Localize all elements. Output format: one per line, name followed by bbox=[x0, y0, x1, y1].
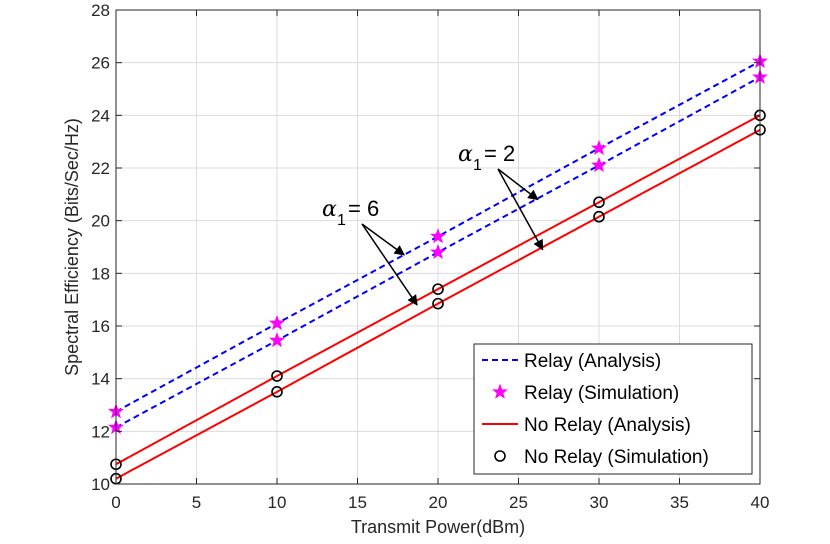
x-tick-label: 25 bbox=[509, 493, 528, 512]
data-point bbox=[593, 196, 605, 209]
series-line bbox=[115, 76, 761, 429]
data-point bbox=[269, 332, 285, 348]
y-axis-title: Spectral Efficiency (Bits/Sec/Hz) bbox=[62, 118, 82, 376]
legend-label: Relay (Analysis) bbox=[524, 351, 661, 372]
annotation-symbol: α bbox=[458, 142, 473, 167]
legend-swatch bbox=[492, 383, 508, 399]
y-tick-label: 18 bbox=[91, 264, 110, 283]
data-point bbox=[271, 386, 283, 398]
annotation-value: = 2 bbox=[484, 141, 515, 166]
x-tick-label: 5 bbox=[192, 493, 201, 512]
data-point bbox=[432, 297, 444, 310]
y-tick-label: 20 bbox=[91, 212, 110, 231]
annotation-arrow bbox=[361, 223, 406, 256]
annotation-symbol: α bbox=[322, 197, 337, 222]
x-tick-label: 30 bbox=[590, 493, 609, 512]
y-tick-label: 10 bbox=[91, 475, 110, 494]
x-tick-label: 15 bbox=[348, 493, 367, 512]
legend-box bbox=[473, 343, 753, 475]
data-point bbox=[591, 139, 607, 156]
x-axis-title: Transmit Power(dBm) bbox=[351, 517, 525, 537]
annotation-arrow bbox=[361, 223, 418, 306]
series-line bbox=[115, 128, 761, 480]
y-tick-label: 22 bbox=[91, 159, 110, 178]
y-tick-label: 24 bbox=[91, 106, 110, 125]
data-point bbox=[593, 210, 605, 223]
data-point bbox=[271, 370, 283, 382]
y-tick-label: 14 bbox=[91, 370, 110, 389]
x-tick-label: 0 bbox=[111, 493, 120, 512]
series-layer bbox=[115, 60, 761, 480]
y-tick-label: 28 bbox=[91, 1, 110, 20]
x-tick-label: 35 bbox=[670, 493, 689, 512]
legend-label: No Relay (Simulation) bbox=[524, 447, 709, 468]
annotation-arrow bbox=[497, 168, 544, 251]
legend: Relay (Analysis) Relay (Simulation) No Rel… bbox=[473, 343, 753, 475]
legend-label: Relay (Simulation) bbox=[524, 383, 679, 404]
x-tick-label: 20 bbox=[429, 493, 448, 512]
data-point bbox=[591, 156, 607, 173]
annotation-value: = 6 bbox=[348, 196, 379, 221]
series-line bbox=[115, 60, 761, 413]
x-tick-label: 40 bbox=[751, 493, 770, 512]
y-tick-label: 26 bbox=[91, 54, 110, 73]
y-tick-label: 16 bbox=[91, 317, 110, 336]
legend-swatch bbox=[494, 450, 506, 462]
x-tick-label: 10 bbox=[268, 493, 287, 512]
y-tick-label: 12 bbox=[91, 422, 110, 441]
data-point bbox=[430, 243, 446, 260]
series-line bbox=[115, 114, 761, 466]
annotation-subscript: 1 bbox=[337, 212, 346, 229]
data-point bbox=[269, 314, 285, 331]
legend-label: No Relay (Analysis) bbox=[524, 415, 691, 436]
annotation-subscript: 1 bbox=[473, 157, 482, 174]
axes-layer: 0 5 10 15 20 25 30 35 40 10 12 14 16 18 20 22 24 26 28 Tran… bbox=[62, 1, 769, 537]
data-point bbox=[432, 283, 444, 295]
data-point bbox=[430, 228, 446, 244]
annotation-arrow bbox=[497, 168, 539, 201]
